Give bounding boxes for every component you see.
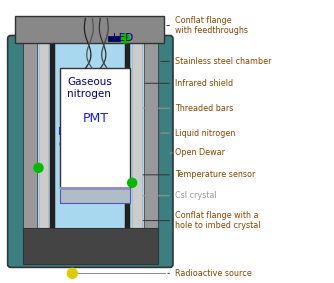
- Bar: [132, 44, 142, 228]
- Text: LED: LED: [113, 33, 134, 42]
- Bar: [60, 187, 130, 190]
- Bar: [55, 44, 125, 228]
- Bar: [60, 68, 130, 188]
- Bar: [23, 228, 158, 264]
- Bar: [144, 44, 158, 228]
- Text: Infrared shield: Infrared shield: [145, 79, 233, 88]
- Bar: [23, 44, 36, 228]
- Text: Threaded bars: Threaded bars: [133, 104, 233, 113]
- Text: Temperature sensor: Temperature sensor: [133, 170, 255, 179]
- Text: PMT: PMT: [82, 112, 108, 125]
- Text: Photo-
cathode: Photo- cathode: [58, 127, 98, 184]
- Circle shape: [67, 268, 77, 278]
- Bar: [60, 188, 130, 203]
- Text: Liquid nitrogen: Liquid nitrogen: [161, 128, 235, 138]
- FancyBboxPatch shape: [8, 36, 173, 267]
- Text: Conflat flange
with feedthroughs: Conflat flange with feedthroughs: [167, 16, 248, 35]
- Text: Open Dewar: Open Dewar: [170, 149, 225, 157]
- Circle shape: [34, 163, 43, 172]
- Bar: [38, 44, 48, 228]
- Bar: [15, 16, 164, 44]
- Bar: [125, 44, 130, 228]
- Circle shape: [128, 178, 137, 187]
- Bar: [108, 36, 120, 42]
- Text: CsI crystal: CsI crystal: [133, 191, 216, 200]
- Text: Radioactive source: Radioactive source: [168, 269, 252, 278]
- FancyBboxPatch shape: [23, 44, 158, 228]
- Text: Conflat flange with a
hole to imbed crystal: Conflat flange with a hole to imbed crys…: [133, 211, 261, 230]
- Text: Gaseous
nitrogen: Gaseous nitrogen: [67, 78, 112, 99]
- Bar: [50, 44, 55, 228]
- Circle shape: [121, 34, 130, 43]
- Text: Stainless steel chamber: Stainless steel chamber: [161, 57, 272, 66]
